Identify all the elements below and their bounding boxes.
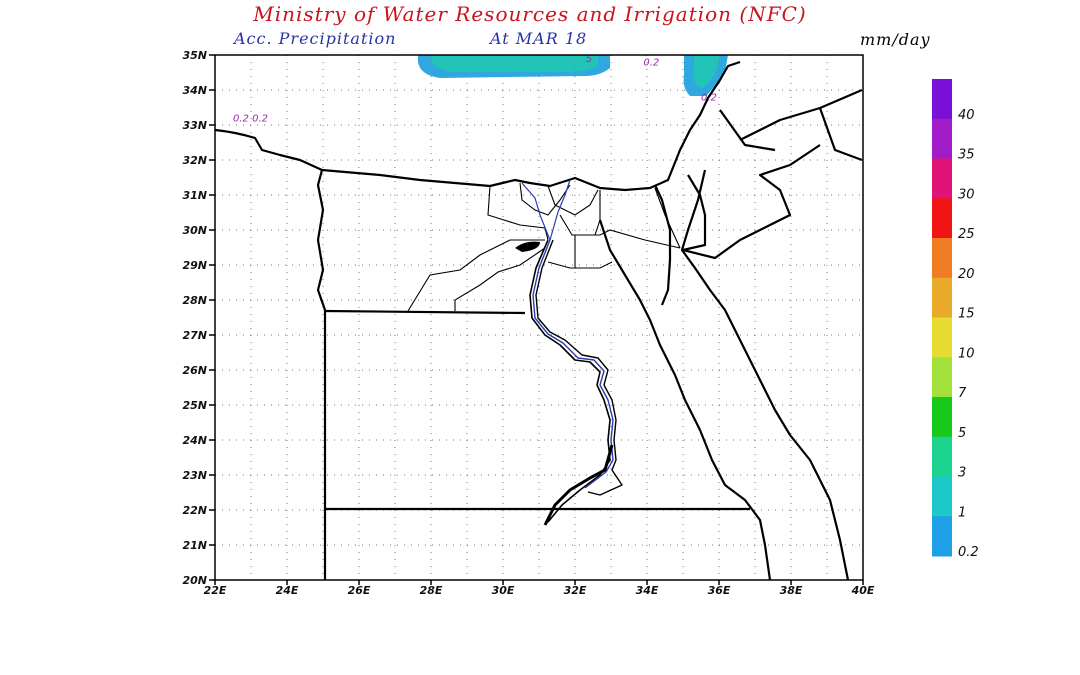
contour-label: 5 bbox=[586, 54, 592, 65]
map-date: At MAR 18 bbox=[490, 29, 588, 48]
lake-nasser bbox=[543, 444, 614, 526]
legend-label: 10 bbox=[958, 346, 975, 361]
mediterranean-coast bbox=[215, 60, 741, 192]
latitude-labels: 35N 34N 33N 32N 31N 30N 29N 28N 27N 26N 25N 24N 23N 2… bbox=[182, 49, 215, 587]
sinai-aqaba-coast bbox=[680, 169, 850, 580]
boundary-fayoum bbox=[454, 247, 546, 311]
lat-label: 29N bbox=[182, 259, 207, 272]
lat-label: 31N bbox=[182, 189, 207, 202]
coastlines-borders bbox=[215, 60, 863, 580]
contour-label: 0.2 bbox=[643, 58, 659, 69]
lat-label: 27N bbox=[182, 329, 207, 342]
legend-label: 30 bbox=[958, 187, 975, 202]
legend-swatch bbox=[932, 357, 952, 398]
lon-label: 22E bbox=[204, 584, 227, 597]
boundary-beni-suef bbox=[547, 261, 613, 269]
lat-label: 35N bbox=[182, 49, 207, 62]
lat-label: 21N bbox=[182, 539, 207, 552]
legend-swatch bbox=[932, 516, 952, 557]
contour-labels: 0.2 0.2 0.2 0.2 5 bbox=[233, 54, 717, 125]
boundary-sinai bbox=[654, 187, 681, 249]
lon-label: 34E bbox=[636, 584, 659, 597]
legend-label: 15 bbox=[958, 307, 975, 322]
legend-swatch bbox=[932, 277, 952, 318]
legend-swatch bbox=[932, 238, 952, 279]
nile-banks bbox=[529, 239, 611, 523]
lat-label: 32N bbox=[182, 154, 207, 167]
israel-jordan-border bbox=[682, 174, 707, 252]
lon-label: 38E bbox=[780, 584, 803, 597]
legend-swatch bbox=[932, 436, 952, 477]
precip-areas bbox=[418, 55, 728, 96]
lon-label: 28E bbox=[420, 584, 443, 597]
internal-boundaries bbox=[407, 182, 681, 312]
libya-border-north bbox=[324, 309, 526, 315]
nile-river bbox=[521, 179, 623, 526]
precip-area-mediterranean-inner bbox=[432, 55, 598, 72]
graticule bbox=[214, 54, 864, 581]
legend-label: 1 bbox=[958, 505, 966, 520]
legend-label: 35 bbox=[958, 148, 975, 163]
units-label: mm/day bbox=[860, 30, 931, 49]
legend-label: 3 bbox=[958, 466, 966, 481]
lat-label: 24N bbox=[182, 434, 207, 447]
legend-swatch bbox=[932, 397, 952, 438]
lat-label: 34N bbox=[182, 84, 207, 97]
legend-label: 25 bbox=[958, 227, 975, 242]
nile-delta-branch-west bbox=[521, 182, 551, 241]
lebanon-coast bbox=[719, 109, 776, 152]
boundary-suez bbox=[594, 190, 601, 236]
lon-label: 26E bbox=[348, 584, 371, 597]
boundary-giza bbox=[407, 239, 545, 312]
legend-swatch bbox=[932, 317, 952, 358]
contour-label: 0.2 bbox=[701, 93, 717, 104]
legend-swatch bbox=[932, 79, 952, 120]
legend-swatch bbox=[932, 198, 952, 239]
lat-label: 22N bbox=[182, 504, 207, 517]
lon-label: 32E bbox=[564, 584, 587, 597]
iraq-border bbox=[819, 88, 863, 110]
lat-label: 23N bbox=[182, 469, 207, 482]
map-title: Ministry of Water Resources and Irrigati… bbox=[253, 2, 807, 26]
lon-label: 40E bbox=[851, 584, 875, 597]
lat-label: 30N bbox=[182, 224, 207, 237]
legend-label: 20 bbox=[958, 267, 975, 282]
boundary-delta-1 bbox=[519, 182, 571, 216]
map-subtitle: Acc. Precipitation bbox=[234, 29, 397, 48]
boundary-delta-3 bbox=[559, 214, 681, 249]
lon-label: 24E bbox=[276, 584, 299, 597]
color-legend: 40 35 30 25 20 15 10 7 5 3 1 0.2 bbox=[932, 79, 979, 560]
legend-label: 5 bbox=[958, 426, 966, 441]
lon-label: 30E bbox=[492, 584, 515, 597]
jordan-saudi-border bbox=[682, 144, 821, 260]
lat-label: 20N bbox=[182, 574, 207, 587]
lat-label: 33N bbox=[182, 119, 207, 132]
boundary-matrouh bbox=[487, 185, 549, 241]
legend-swatch bbox=[932, 476, 952, 517]
red-sea-west-coast bbox=[598, 219, 772, 580]
legend-swatch bbox=[932, 158, 952, 199]
boundary-delta-2 bbox=[547, 185, 599, 216]
gulf-of-suez-east bbox=[654, 184, 672, 306]
contour-label: 0.2 0.2 bbox=[233, 114, 268, 125]
syria-border bbox=[739, 106, 863, 162]
western-border bbox=[316, 169, 327, 580]
legend-label: 0.2 bbox=[958, 545, 979, 560]
lat-label: 25N bbox=[182, 399, 207, 412]
longitude-labels: 22E 24E 26E 28E 30E 32E 34E 36E 38E 40E bbox=[204, 580, 875, 597]
legend-swatch bbox=[932, 118, 952, 159]
legend-label: 7 bbox=[958, 386, 967, 401]
nile-channel bbox=[532, 239, 614, 489]
lon-label: 36E bbox=[708, 584, 731, 597]
nile-delta-branch-east bbox=[549, 179, 571, 241]
lat-label: 26N bbox=[182, 364, 207, 377]
precip-area-levant-inner bbox=[693, 55, 720, 88]
legend-label: 40 bbox=[958, 108, 975, 123]
lake-qarun bbox=[515, 241, 540, 252]
nile-banks-east bbox=[535, 239, 623, 496]
map-frame bbox=[214, 54, 864, 581]
lat-label: 28N bbox=[182, 294, 207, 307]
